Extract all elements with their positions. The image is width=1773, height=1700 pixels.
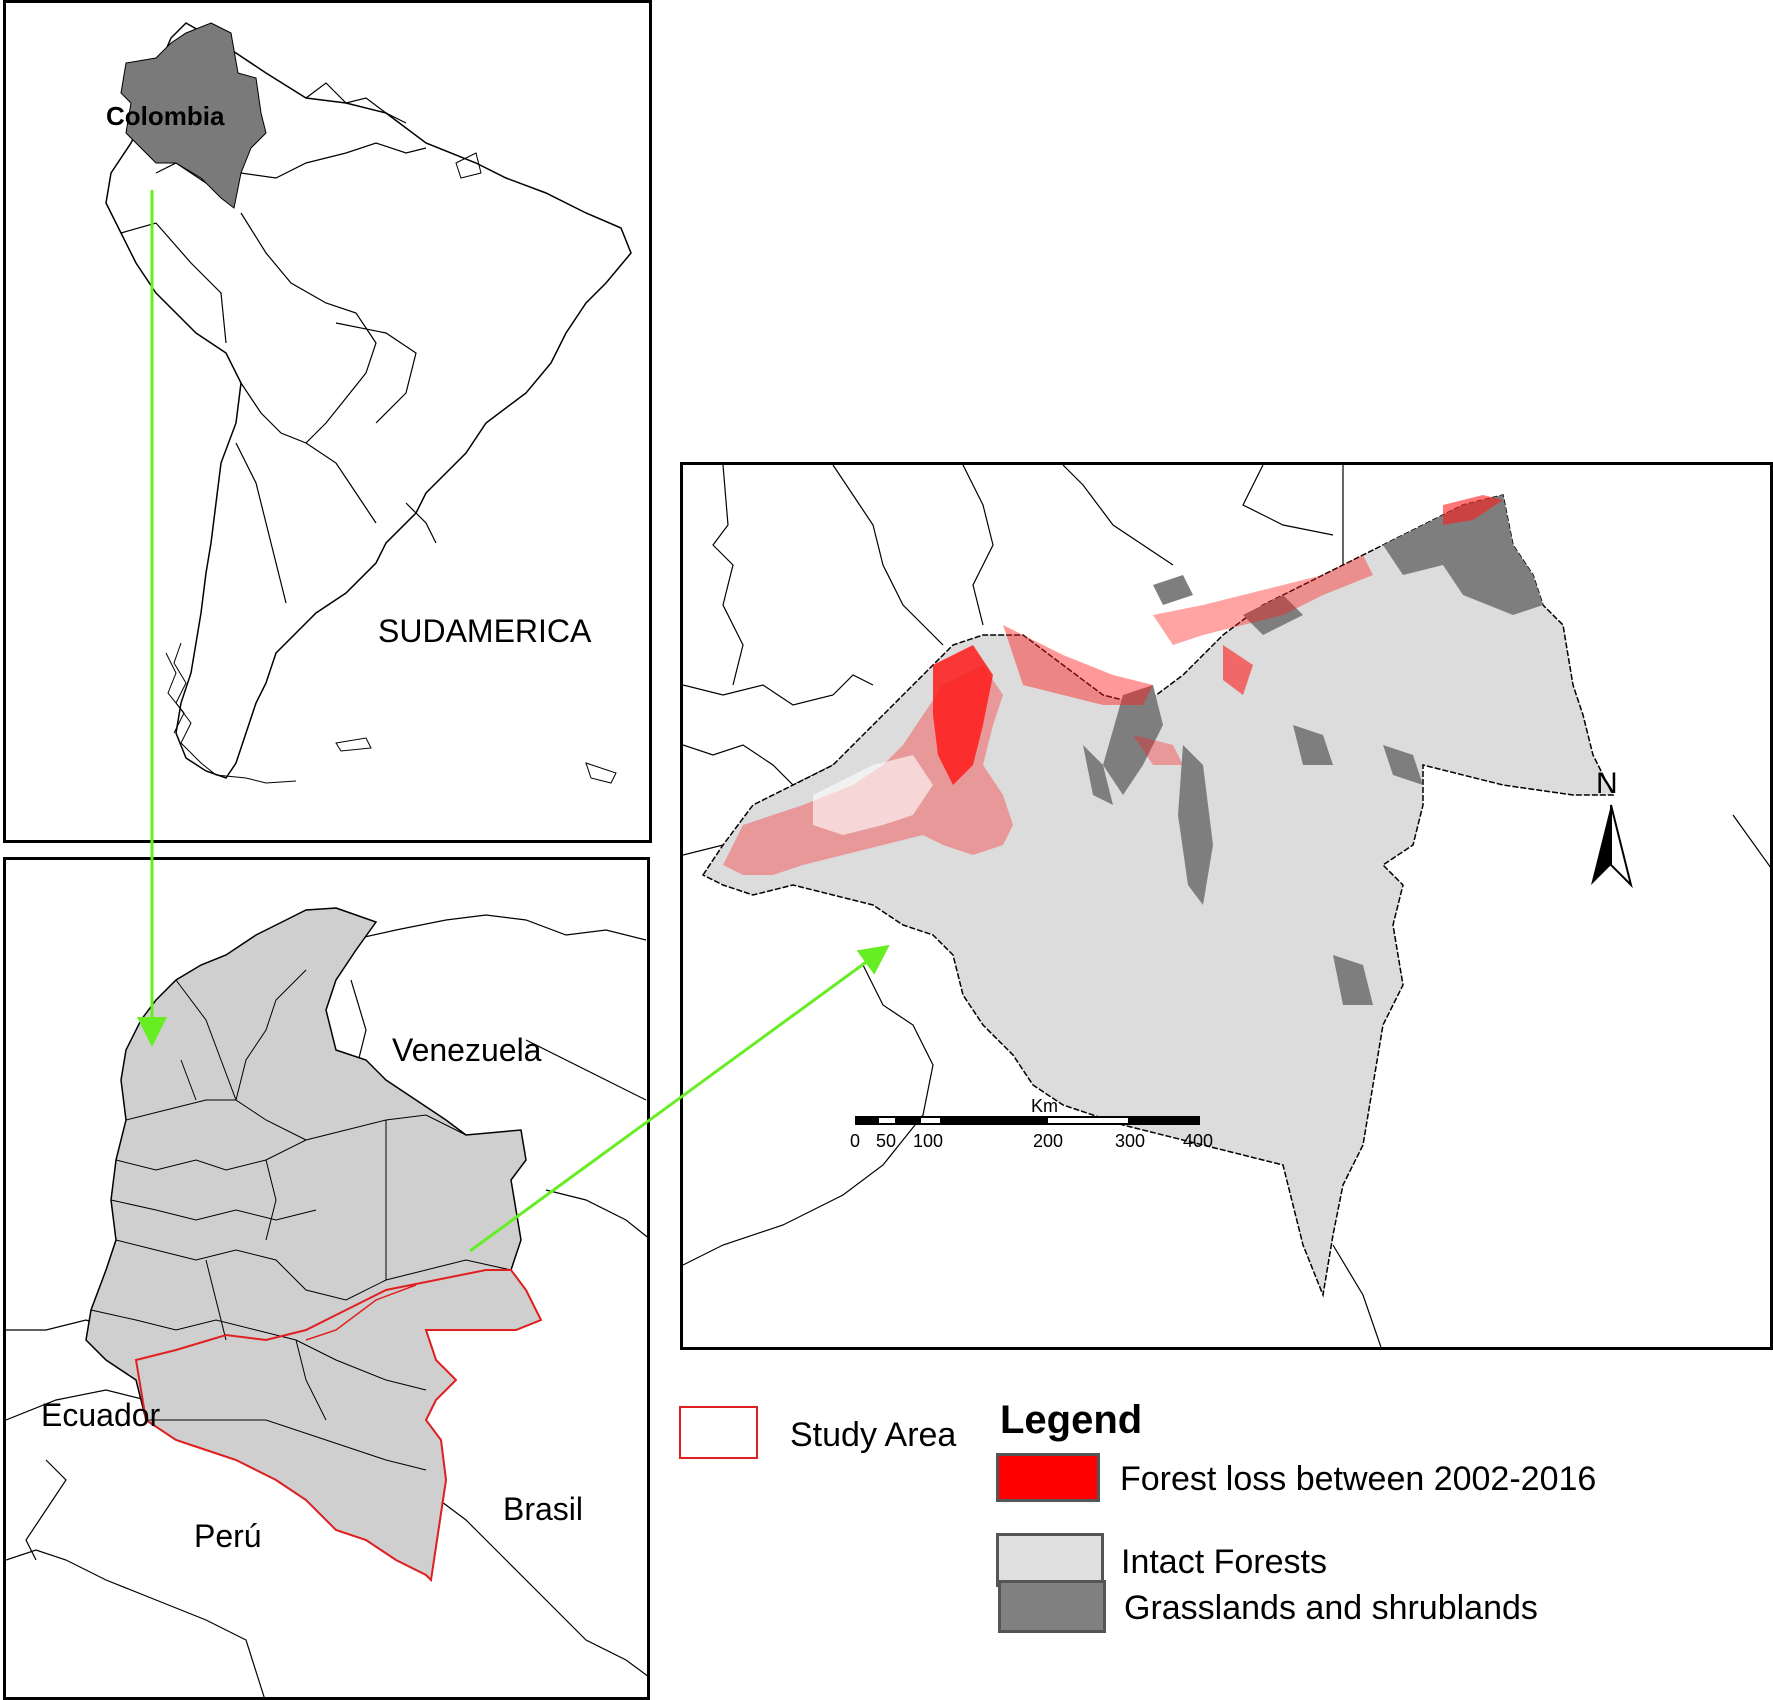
peru-label: Perú: [194, 1518, 262, 1554]
study-area-region: [701, 494, 1615, 1298]
scale-tick: 100: [913, 1131, 944, 1151]
study-area-legend-label: Study Area: [790, 1416, 957, 1454]
department-borders: [90, 969, 512, 1471]
study-area-map: N Km 0 50 100 200 300 400: [680, 462, 1773, 1350]
colombia-label: Colombia: [106, 101, 225, 131]
forest-loss-areas: [723, 495, 1503, 875]
legend-title: Legend: [1000, 1398, 1143, 1442]
grasslands-patches: [1083, 495, 1543, 1005]
country-borders: [120, 82, 437, 604]
study-area-inner-boundary: [305, 1284, 417, 1341]
venezuela-label: Venezuela: [392, 1032, 542, 1068]
south-america-inset: Colombia SUDAMERICA: [3, 0, 652, 843]
colombia-shape: [85, 907, 543, 1582]
colombia-departments-map: [6, 907, 647, 1697]
ecuador-label: Ecuador: [41, 1397, 161, 1433]
forest-loss-label: Forest loss between 2002-2016: [1120, 1460, 1597, 1498]
island-shape: [335, 737, 372, 752]
north-arrow-icon: [1591, 804, 1633, 889]
cleared-area: [813, 755, 933, 835]
forest-loss-swatch: [996, 1453, 1100, 1502]
grasslands-swatch: [998, 1580, 1106, 1633]
colombia-detail-inset: Venezuela Ecuador Perú Brasil: [3, 857, 650, 1700]
scale-bar: [855, 1116, 1200, 1125]
scale-tick: 0: [850, 1131, 861, 1151]
intact-forests-label: Intact Forests: [1121, 1543, 1327, 1581]
study-area-outline: [134, 1269, 543, 1583]
south-america-outline-map: [105, 22, 632, 784]
brasil-label: Brasil: [503, 1491, 584, 1527]
scale-tick: 300: [1115, 1131, 1146, 1151]
island-shape: [455, 152, 482, 179]
falkland-islands: [585, 762, 617, 784]
continent-label: SUDAMERICA: [378, 613, 592, 649]
scale-unit-label: Km: [1031, 1096, 1058, 1116]
south-america-continent: [105, 22, 632, 779]
north-label: N: [1596, 767, 1618, 800]
scale-tick: 50: [876, 1131, 897, 1151]
scale-tick: 400: [1183, 1131, 1214, 1151]
patagonia-coastline: [165, 642, 297, 784]
scale-tick: 200: [1033, 1131, 1064, 1151]
colombia-highlight: [120, 22, 267, 209]
grasslands-label: Grasslands and shrublands: [1124, 1589, 1538, 1627]
land-cover-map: [683, 465, 1770, 1347]
study-area-swatch: [679, 1406, 758, 1459]
intact-forests-swatch: [996, 1533, 1104, 1587]
